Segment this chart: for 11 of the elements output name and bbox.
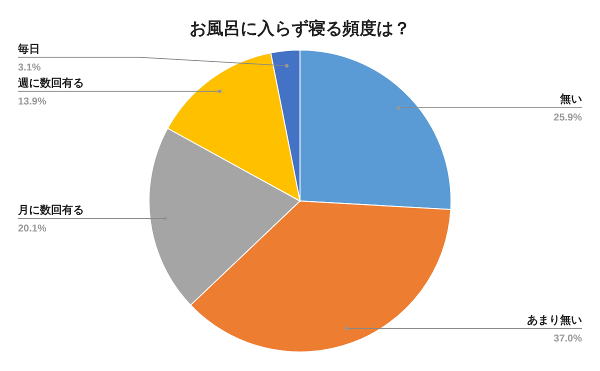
slice-label: 毎日 (17, 42, 40, 56)
slice-label: 月に数回有る (17, 203, 84, 216)
data-label: 20.1% (18, 223, 46, 234)
data-label: 25.9% (554, 112, 582, 124)
data-label: 13.9% (18, 96, 46, 108)
slice-label: 無い (559, 92, 582, 106)
slice-label: あまり無い (527, 314, 582, 327)
slice-label: 週に数回有る (17, 76, 84, 90)
data-label: 37.0% (554, 334, 582, 345)
chart-title: お風呂に入らず寝る頻度は？ (190, 19, 410, 38)
data-label: 3.1% (18, 62, 41, 74)
